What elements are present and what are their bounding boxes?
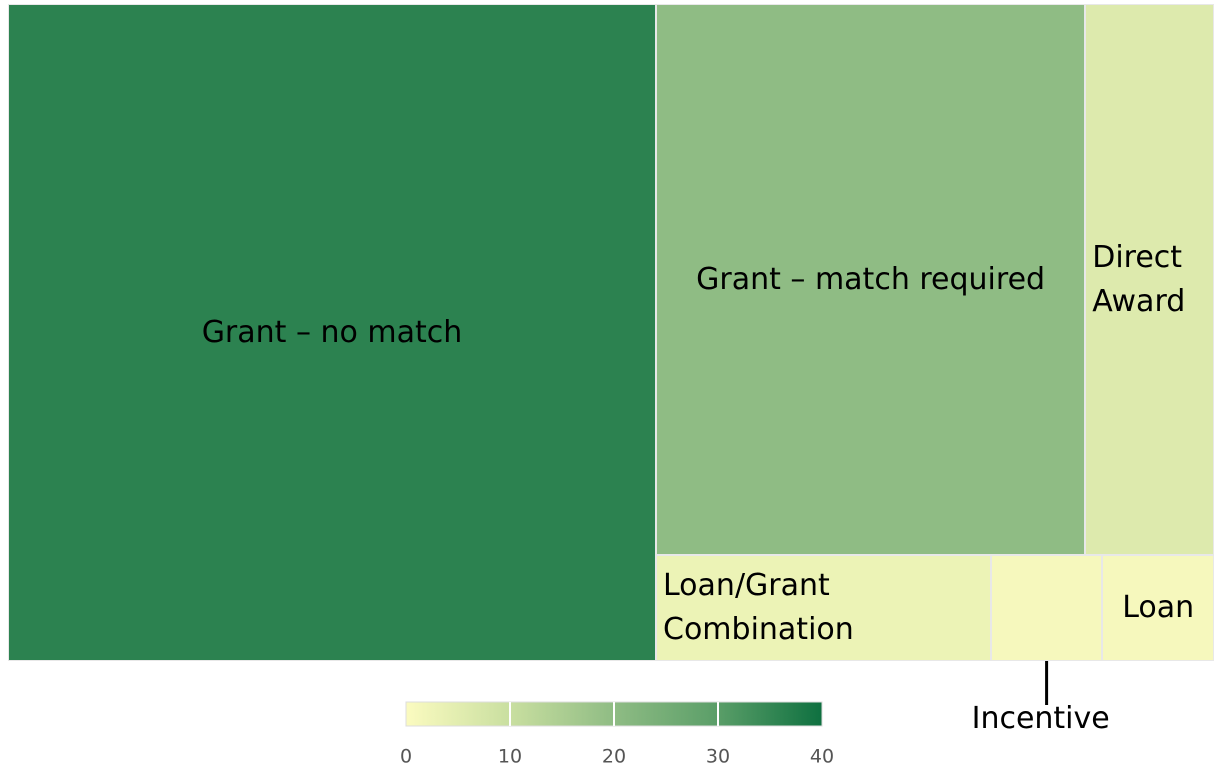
tile: Grant – match required [656,4,1086,556]
colorbar-tick-label: 40 [810,746,834,768]
colorbar-tick-label: 30 [706,746,730,768]
colorbar-tick-label: 0 [400,746,412,768]
colorbar-tick-label: 20 [602,746,626,768]
tile-label: Direct Award [1092,239,1186,319]
tile [990,555,1103,661]
tile: Loan [1102,555,1214,661]
outside-label: Incentive [971,701,1110,736]
tile-label: Loan [1122,590,1195,625]
tile: Direct Award [1085,4,1214,556]
tile-label: Grant – match required [696,261,1046,297]
tile: Grant – no match [8,4,656,661]
colorbar-tick-label: 10 [498,746,522,768]
tile: Loan/Grant Combination [656,555,991,661]
tile-label: Loan/Grant Combination [663,568,854,647]
tile-label: Grant – no match [201,314,463,350]
